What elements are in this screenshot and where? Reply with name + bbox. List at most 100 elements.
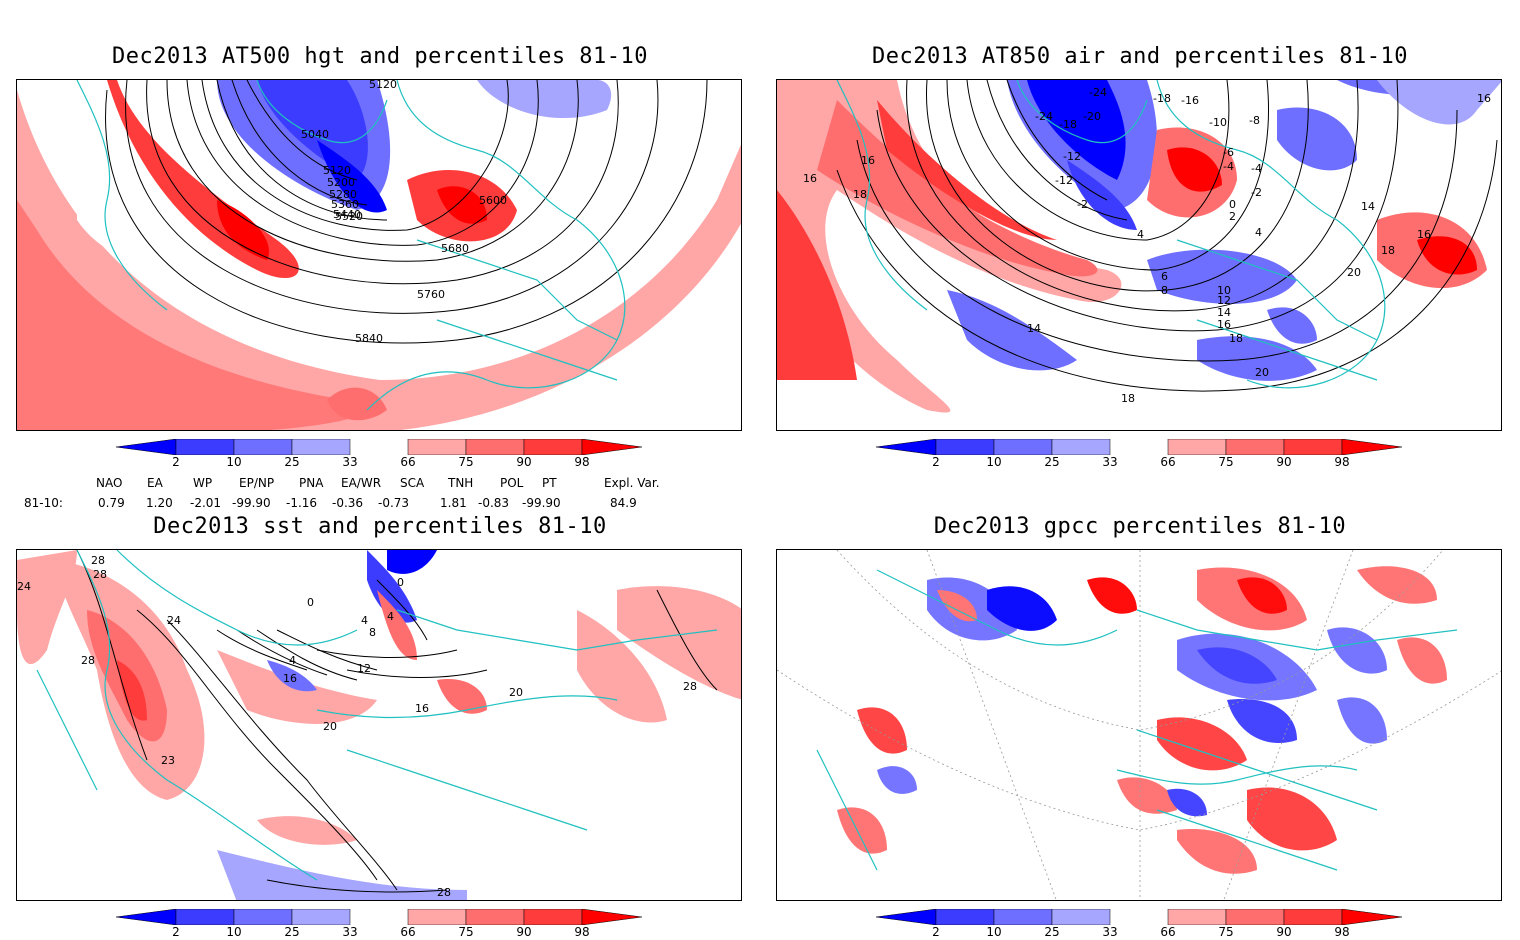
colorbar-tick: 75 (458, 455, 474, 469)
contour-label: 18 (1381, 244, 1395, 257)
index-value: -0.73 (378, 496, 410, 510)
colorbar-tick: 98 (1334, 925, 1350, 939)
index-header: EA/WR (341, 476, 382, 490)
contour-label: 18 (1229, 332, 1243, 345)
contour-label: -8 (1249, 114, 1260, 127)
contour-label: 12 (1217, 294, 1231, 307)
index-header: Expl. Var. (604, 476, 660, 490)
index-header: EP/NP (239, 476, 275, 490)
colorbar-tick: 90 (1276, 925, 1292, 939)
contour-label: 8 (369, 626, 376, 639)
contour-label: 5040 (301, 128, 329, 141)
colorbar-tick: 75 (1218, 925, 1234, 939)
index-value: 84.9 (610, 496, 637, 510)
map-panel-1: 5120 5040 5120 5200 5280 5360 5440 5520 … (16, 79, 742, 431)
map-svg-2: -24 -18 -16 -24 -18 -20 -10 -8 -12 -6 -4… (777, 80, 1501, 430)
contour-label: 28 (683, 680, 697, 693)
colorbar-tick: 33 (342, 455, 358, 469)
contour-label: 24 (17, 580, 31, 593)
contour-label: 5680 (441, 242, 469, 255)
index-value: -2.01 (190, 496, 222, 510)
panel-title-2: Dec2013 AT850 air and percentiles 81-10 (871, 44, 1409, 69)
index-value: -99.90 (232, 496, 271, 510)
contour-label: 24 (167, 614, 181, 627)
colorbar-2: 2 10 25 33 66 75 90 98 (875, 438, 1406, 469)
contour-label: 0 (1229, 198, 1236, 211)
colorbar-tick: 25 (1044, 925, 1060, 939)
panel-title-1: Dec2013 AT500 hgt and percentiles 81-10 (111, 44, 649, 69)
colorbar-tick: 90 (516, 455, 532, 469)
contour-label: 28 (81, 654, 95, 667)
index-header: NAO (96, 476, 123, 490)
colorbar-tick: 66 (1160, 925, 1176, 939)
colorbar-tick: 2 (932, 455, 940, 469)
colorbar-svg (875, 908, 1403, 926)
contour-label: 4 (1255, 226, 1262, 239)
colorbar-tick: 90 (1276, 455, 1292, 469)
index-header: TNH (448, 476, 474, 490)
contour-label: -24 (1035, 110, 1053, 123)
index-header: PNA (299, 476, 324, 490)
contour-label: 0 (307, 596, 314, 609)
contour-label: 5360 (331, 198, 359, 211)
map-panel-3: 28 28 24 24 28 0 0 4 4 8 4 12 16 20 16 2… (16, 549, 742, 901)
contour-label: 16 (283, 672, 297, 685)
contour-label: -12 (1055, 174, 1073, 187)
colorbar-tick: 90 (516, 925, 532, 939)
contour-label: -2 (1251, 186, 1262, 199)
colorbar-tick: 25 (284, 925, 300, 939)
contour-label: -16 (1181, 94, 1199, 107)
contour-label: 4 (387, 610, 394, 623)
contour-label: 0 (397, 576, 404, 589)
contour-label: 18 (1121, 392, 1135, 405)
contour-label: 5440 (333, 208, 361, 221)
contour-label: 5120 (369, 80, 397, 91)
contour-label: 16 (415, 702, 429, 715)
contour-label: -10 (1209, 116, 1227, 129)
contour-label: 20 (1347, 266, 1361, 279)
contour-label: 5600 (479, 194, 507, 207)
contour-label: -18 (1153, 92, 1171, 105)
index-header: WP (193, 476, 213, 490)
contour-label: 5120 (323, 164, 351, 177)
contour-label: 16 (803, 172, 817, 185)
contour-label: 5200 (327, 176, 355, 189)
colorbar-tick: 2 (932, 925, 940, 939)
contour-label: -12 (1063, 150, 1081, 163)
contour-label: 4 (1137, 228, 1144, 241)
colorbar-tick: 66 (400, 455, 416, 469)
contour-label: 20 (509, 686, 523, 699)
contour-label: 16 (1477, 92, 1491, 105)
teleconnection-indices: NAO EA WP EP/NP PNA EA/WR SCA TNH POL PT… (0, 474, 700, 514)
index-header: SCA (400, 476, 425, 490)
colorbar-tick: 33 (1102, 455, 1118, 469)
colorbar-svg (115, 438, 643, 456)
contour-label: -4 (1223, 160, 1234, 173)
colorbar-tick: 10 (226, 925, 242, 939)
map-svg-4 (777, 550, 1501, 900)
index-value: -0.36 (332, 496, 364, 510)
contour-label: 23 (161, 754, 175, 767)
index-value: -99.90 (522, 496, 561, 510)
index-value: -1.16 (286, 496, 318, 510)
map-panel-2: -24 -18 -16 -24 -18 -20 -10 -8 -12 -6 -4… (776, 79, 1502, 431)
colorbar-tick: 98 (1334, 455, 1350, 469)
colorbar-tick: 75 (458, 925, 474, 939)
contour-label: 20 (1255, 366, 1269, 379)
index-value: 0.79 (98, 496, 125, 510)
index-value: 1.81 (440, 496, 467, 510)
contour-label: 6 (1161, 270, 1168, 283)
contour-label: 8 (1161, 284, 1168, 297)
contour-label: 4 (289, 654, 296, 667)
map-svg-1: 5120 5040 5120 5200 5280 5360 5440 5520 … (17, 80, 741, 430)
colorbar-tick: 2 (172, 455, 180, 469)
contour-label: 5840 (355, 332, 383, 345)
contour-label: -24 (1089, 86, 1107, 99)
index-header: POL (500, 476, 524, 490)
contour-label: -2 (1077, 198, 1088, 211)
colorbar-1: 2 10 25 33 66 75 90 98 (115, 438, 646, 469)
colorbar-tick: 10 (226, 455, 242, 469)
contour-label: 18 (853, 188, 867, 201)
panel-title-4: Dec2013 gpcc percentiles 81-10 (933, 514, 1347, 539)
contour-label: 16 (861, 154, 875, 167)
